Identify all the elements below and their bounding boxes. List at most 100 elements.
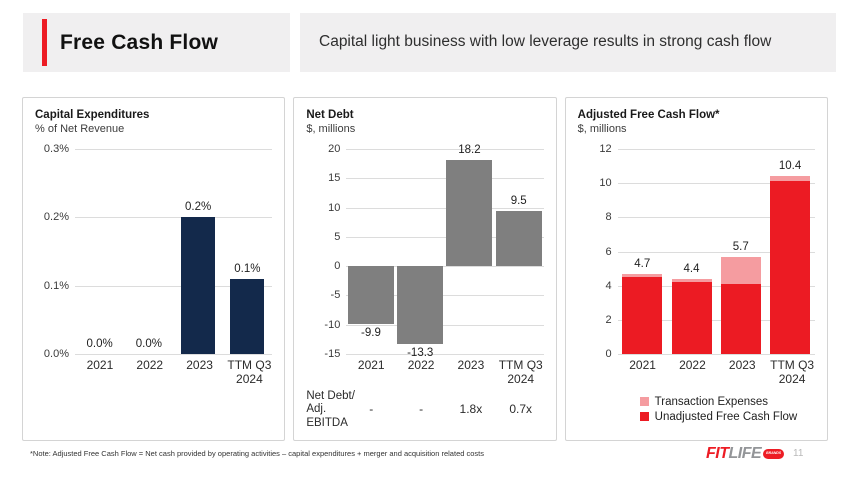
x-axis-label: 2023 — [186, 358, 213, 372]
legend-item: Transaction Expenses — [639, 396, 817, 408]
gridline — [75, 354, 273, 355]
chart-panels: Capital Expenditures % of Net Revenue 0.… — [22, 97, 828, 441]
x-axis-label: 2022 — [679, 358, 706, 372]
adjusted-fcf-plot: 12 10 8 6 4 2 0 4.7 4.4 5.7 10.4 — [578, 143, 817, 360]
y-tick-label: 5 — [334, 230, 341, 243]
red-accent-bar — [42, 19, 47, 66]
bar — [397, 266, 444, 345]
gridline — [346, 295, 544, 297]
net-debt-chart-title: Net Debt — [306, 109, 354, 121]
gridline — [346, 354, 544, 355]
bar-segment-unadjusted-free-cash-flow — [720, 283, 761, 354]
bar-segment-unadjusted-free-cash-flow — [770, 181, 811, 354]
gridline — [617, 217, 815, 219]
legend-item: Unadjusted Free Cash Flow — [639, 410, 817, 423]
capex-panel: Capital Expenditures % of Net Revenue 0.… — [22, 97, 286, 441]
y-tick-label: 0.1% — [43, 279, 69, 292]
y-tick-label: 8 — [605, 211, 612, 224]
x-axis-label: TTM Q3 2024 — [770, 358, 815, 386]
title-box: Free Cash Flow — [23, 13, 290, 72]
ebitda-ratio-value: 0.7x — [509, 401, 533, 416]
capex-x-axis-labels: 2021 2022 2023 TTM Q3 2024 — [75, 358, 274, 387]
capex-chart-title: Capital Expenditures — [35, 109, 150, 121]
gridline — [617, 354, 815, 355]
legend-swatch — [639, 412, 649, 422]
total-data-label: 5.7 — [732, 240, 749, 253]
gridline — [617, 183, 815, 185]
gridline — [75, 217, 273, 219]
gridline — [617, 251, 815, 253]
bar — [230, 278, 265, 354]
x-axis-label: 2021 — [357, 358, 385, 372]
capex-plot: 0.3% 0.2% 0.1% 0.0% 0.0% 0.0% 0.2% 0.1% — [35, 143, 274, 360]
data-label: -9.9 — [361, 327, 381, 340]
net-debt-plot: 20 15 10 5 0 -5 -10 -15 -9.9 -13.3 18.2 9.5 — [306, 143, 545, 360]
x-axis-label: 2023 — [457, 358, 485, 372]
y-tick-label: 0.2% — [43, 211, 69, 224]
bar — [495, 210, 542, 267]
x-axis-label: TTM Q3 2024 — [498, 358, 543, 386]
x-axis-label: 2022 — [136, 358, 164, 372]
adjusted-fcf-x-axis-labels: 2021 2022 2023 TTM Q3 2024 — [618, 358, 817, 387]
y-tick-label: 0.0% — [43, 348, 69, 360]
data-label: 9.5 — [510, 194, 527, 207]
adjusted-fcf-legend: Transaction Expenses Unadjusted Free Cash… — [639, 396, 817, 423]
bar-segment-transaction-expenses — [671, 278, 712, 283]
adjusted-fcf-panel: Adjusted Free Cash Flow* $, millions 12 1… — [564, 97, 828, 441]
y-tick-label: 12 — [599, 143, 612, 155]
bar — [446, 159, 493, 267]
y-tick-label: -15 — [324, 348, 341, 360]
x-axis-label: 2023 — [728, 358, 756, 372]
x-axis-label: 2022 — [407, 358, 435, 372]
ebitda-ratio-value: - — [419, 401, 424, 416]
net-debt-x-axis-labels: 2021 2022 2023 TTM Q3 2024 — [346, 358, 545, 387]
y-tick-label: 6 — [605, 245, 612, 258]
page-title: Free Cash Flow — [60, 30, 219, 54]
gridline — [346, 207, 544, 209]
slide-subtitle: Capital light business with low leverage… — [319, 33, 772, 51]
x-axis-label: 2021 — [86, 358, 114, 372]
gridline — [75, 149, 273, 150]
logo-text-fit: FIT — [706, 445, 729, 462]
net-debt-ebitda-row: Net Debt/ Adj. EBITDA - - 1.8x 0.7x — [306, 390, 545, 432]
y-tick-label: 0 — [605, 348, 612, 360]
y-tick-label: -10 — [324, 318, 341, 331]
data-label: 0.1% — [234, 262, 261, 275]
data-label: 0.0% — [86, 338, 113, 350]
bar-segment-transaction-expenses — [622, 273, 663, 278]
bar-segment-unadjusted-free-cash-flow — [671, 282, 712, 354]
gridline — [346, 236, 544, 238]
total-data-label: 10.4 — [778, 160, 802, 173]
legend-label: Unadjusted Free Cash Flow — [654, 410, 798, 423]
y-tick-label: 0.3% — [43, 143, 69, 155]
y-tick-label: 2 — [605, 313, 612, 326]
gridline — [75, 285, 273, 287]
y-tick-label: 10 — [599, 177, 612, 190]
bar — [181, 217, 216, 354]
gridline — [617, 319, 815, 321]
gridline — [617, 285, 815, 287]
y-tick-label: 10 — [328, 201, 341, 214]
adjusted-fcf-chart-title: Adjusted Free Cash Flow* — [577, 109, 720, 121]
fitlife-brands-logo: FIT LIFE BRANDS — [706, 445, 785, 463]
x-axis-label: 2021 — [629, 358, 656, 372]
y-tick-label: -5 — [330, 289, 341, 302]
data-label: 0.0% — [135, 338, 162, 350]
total-data-label: 4.4 — [683, 262, 700, 275]
y-tick-label: 20 — [328, 143, 341, 155]
gridline — [346, 324, 544, 326]
bar-segment-unadjusted-free-cash-flow — [622, 277, 663, 354]
data-label: 0.2% — [185, 201, 212, 214]
x-axis-label: TTM Q3 2024 — [227, 358, 272, 386]
y-tick-label: 4 — [605, 279, 612, 292]
net-debt-ebitda-values: - - 1.8x 0.7x — [346, 390, 545, 416]
data-label: 18.2 — [458, 143, 481, 156]
logo-brands-badge: BRANDS — [763, 449, 785, 459]
net-debt-ebitda-label: Net Debt/ Adj. EBITDA — [306, 389, 355, 430]
total-data-label: 4.7 — [634, 257, 651, 270]
legend-swatch — [639, 397, 649, 407]
bar-segment-transaction-expenses — [770, 176, 811, 182]
page-number: 11 — [793, 448, 804, 459]
capex-chart-subtitle: % of Net Revenue — [35, 123, 125, 135]
gridline — [346, 266, 544, 268]
